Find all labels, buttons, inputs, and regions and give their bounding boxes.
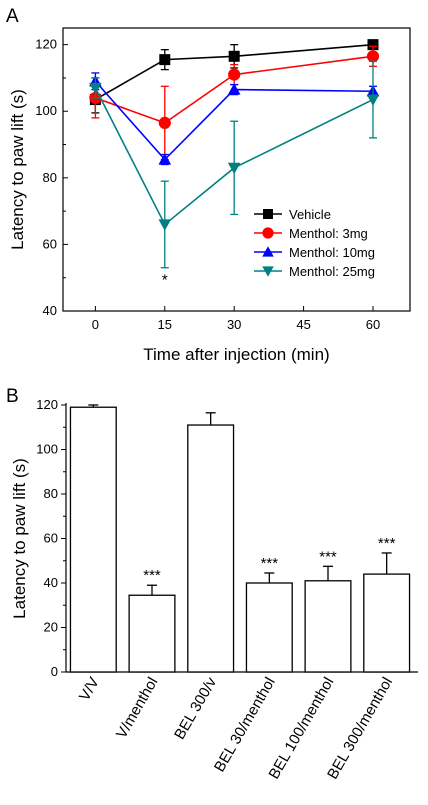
data-point	[158, 153, 172, 165]
data-point	[158, 219, 172, 231]
bar-group: ***	[128, 567, 176, 673]
legend-a: Vehicle Menthol: 3mg Menthol: 10mg Menthol:…	[254, 207, 375, 279]
legend-marker	[263, 209, 273, 219]
legend-item: Vehicle	[254, 207, 331, 222]
category-label: V/menthol	[113, 675, 161, 742]
data-point	[227, 83, 241, 95]
series-line	[94, 80, 373, 161]
bar	[128, 594, 176, 673]
category-label: V/V	[76, 675, 103, 704]
legend-marker	[262, 246, 274, 257]
category-label: BEL 100/menthol	[265, 675, 337, 783]
y-tick-label-a: 80	[43, 170, 57, 185]
data-point	[367, 39, 379, 51]
bar-group: ***	[245, 555, 293, 673]
series-menthol-25mg	[89, 60, 380, 269]
y-tick-label-a: 100	[35, 103, 57, 118]
y-tick-label-b: 120	[36, 397, 58, 412]
y-tick-label-b: 80	[44, 486, 58, 501]
bar	[304, 580, 352, 673]
data-point	[228, 50, 240, 62]
legend-marker	[262, 266, 274, 277]
category-label: BEL 300/menthol	[324, 675, 396, 783]
data-point	[158, 116, 171, 129]
data-point	[227, 162, 241, 175]
legend-item: Menthol: 25mg	[254, 264, 375, 279]
x-tick-label-a: 0	[92, 317, 99, 332]
bar	[187, 424, 235, 673]
y-tick-label-a: 120	[35, 37, 57, 52]
legend-item: Menthol: 10mg	[254, 245, 375, 260]
series-line	[94, 43, 374, 101]
category-label: BEL 300/v	[171, 674, 220, 742]
series-line	[95, 55, 374, 124]
legend-marker	[262, 227, 274, 239]
significance-mark-a: *	[162, 272, 168, 289]
legend-item: Menthol: 3mg	[254, 226, 368, 241]
category-label: BEL 30/menthol	[211, 675, 279, 775]
y-tick-label-b: 40	[44, 575, 58, 590]
data-point	[89, 82, 102, 95]
y-tick-label-b: 100	[36, 442, 58, 457]
significance-mark-b: ***	[261, 555, 279, 572]
data-point	[366, 94, 380, 106]
bar-group: ***	[304, 548, 352, 673]
panel-label-b: B	[6, 386, 19, 407]
y-axis-title-a: Latency to paw lift (s)	[8, 89, 27, 250]
y-tick-label-a: 60	[43, 236, 57, 251]
plot-frame-a	[62, 27, 411, 312]
significance-mark-b: ***	[319, 548, 337, 565]
bar-group	[69, 404, 117, 673]
x-tick-label-a: 60	[366, 317, 380, 332]
data-point	[366, 50, 380, 63]
significance-mark-b: ***	[378, 535, 396, 552]
legend-label: Menthol: 3mg	[289, 226, 368, 241]
bar	[245, 582, 293, 673]
y-axis-title-b: Latency to paw lift (s)	[10, 458, 29, 619]
panel-a-line-chart: A 40 60 80 100 120 0 15 30 45 60 Time after injecti…	[6, 6, 411, 364]
bar-group	[187, 412, 235, 673]
y-tick-label-a: 40	[43, 303, 57, 318]
bar	[69, 406, 117, 673]
data-point	[159, 54, 171, 66]
y-tick-label-b: 20	[44, 620, 58, 635]
panel-b-bar-chart: B 0 20 40 60 80 100 120 Latency to paw lift (s) V…	[6, 386, 418, 782]
panel-label-a: A	[6, 6, 19, 27]
bar	[363, 573, 411, 673]
y-tick-label-b: 0	[51, 664, 58, 679]
legend-label: Menthol: 10mg	[289, 245, 375, 260]
legend-label: Vehicle	[289, 207, 331, 222]
x-axis-title-a: Time after injection (min)	[143, 345, 329, 364]
bar-group: ***	[363, 535, 411, 673]
series-line	[94, 87, 374, 226]
significance-mark-b: ***	[143, 567, 161, 584]
data-point	[228, 68, 241, 81]
y-tick-label-b: 60	[44, 531, 58, 546]
x-tick-label-a: 30	[227, 317, 241, 332]
x-tick-label-a: 15	[158, 317, 172, 332]
legend-label: Menthol: 25mg	[289, 264, 375, 279]
x-tick-label-a: 45	[296, 317, 310, 332]
